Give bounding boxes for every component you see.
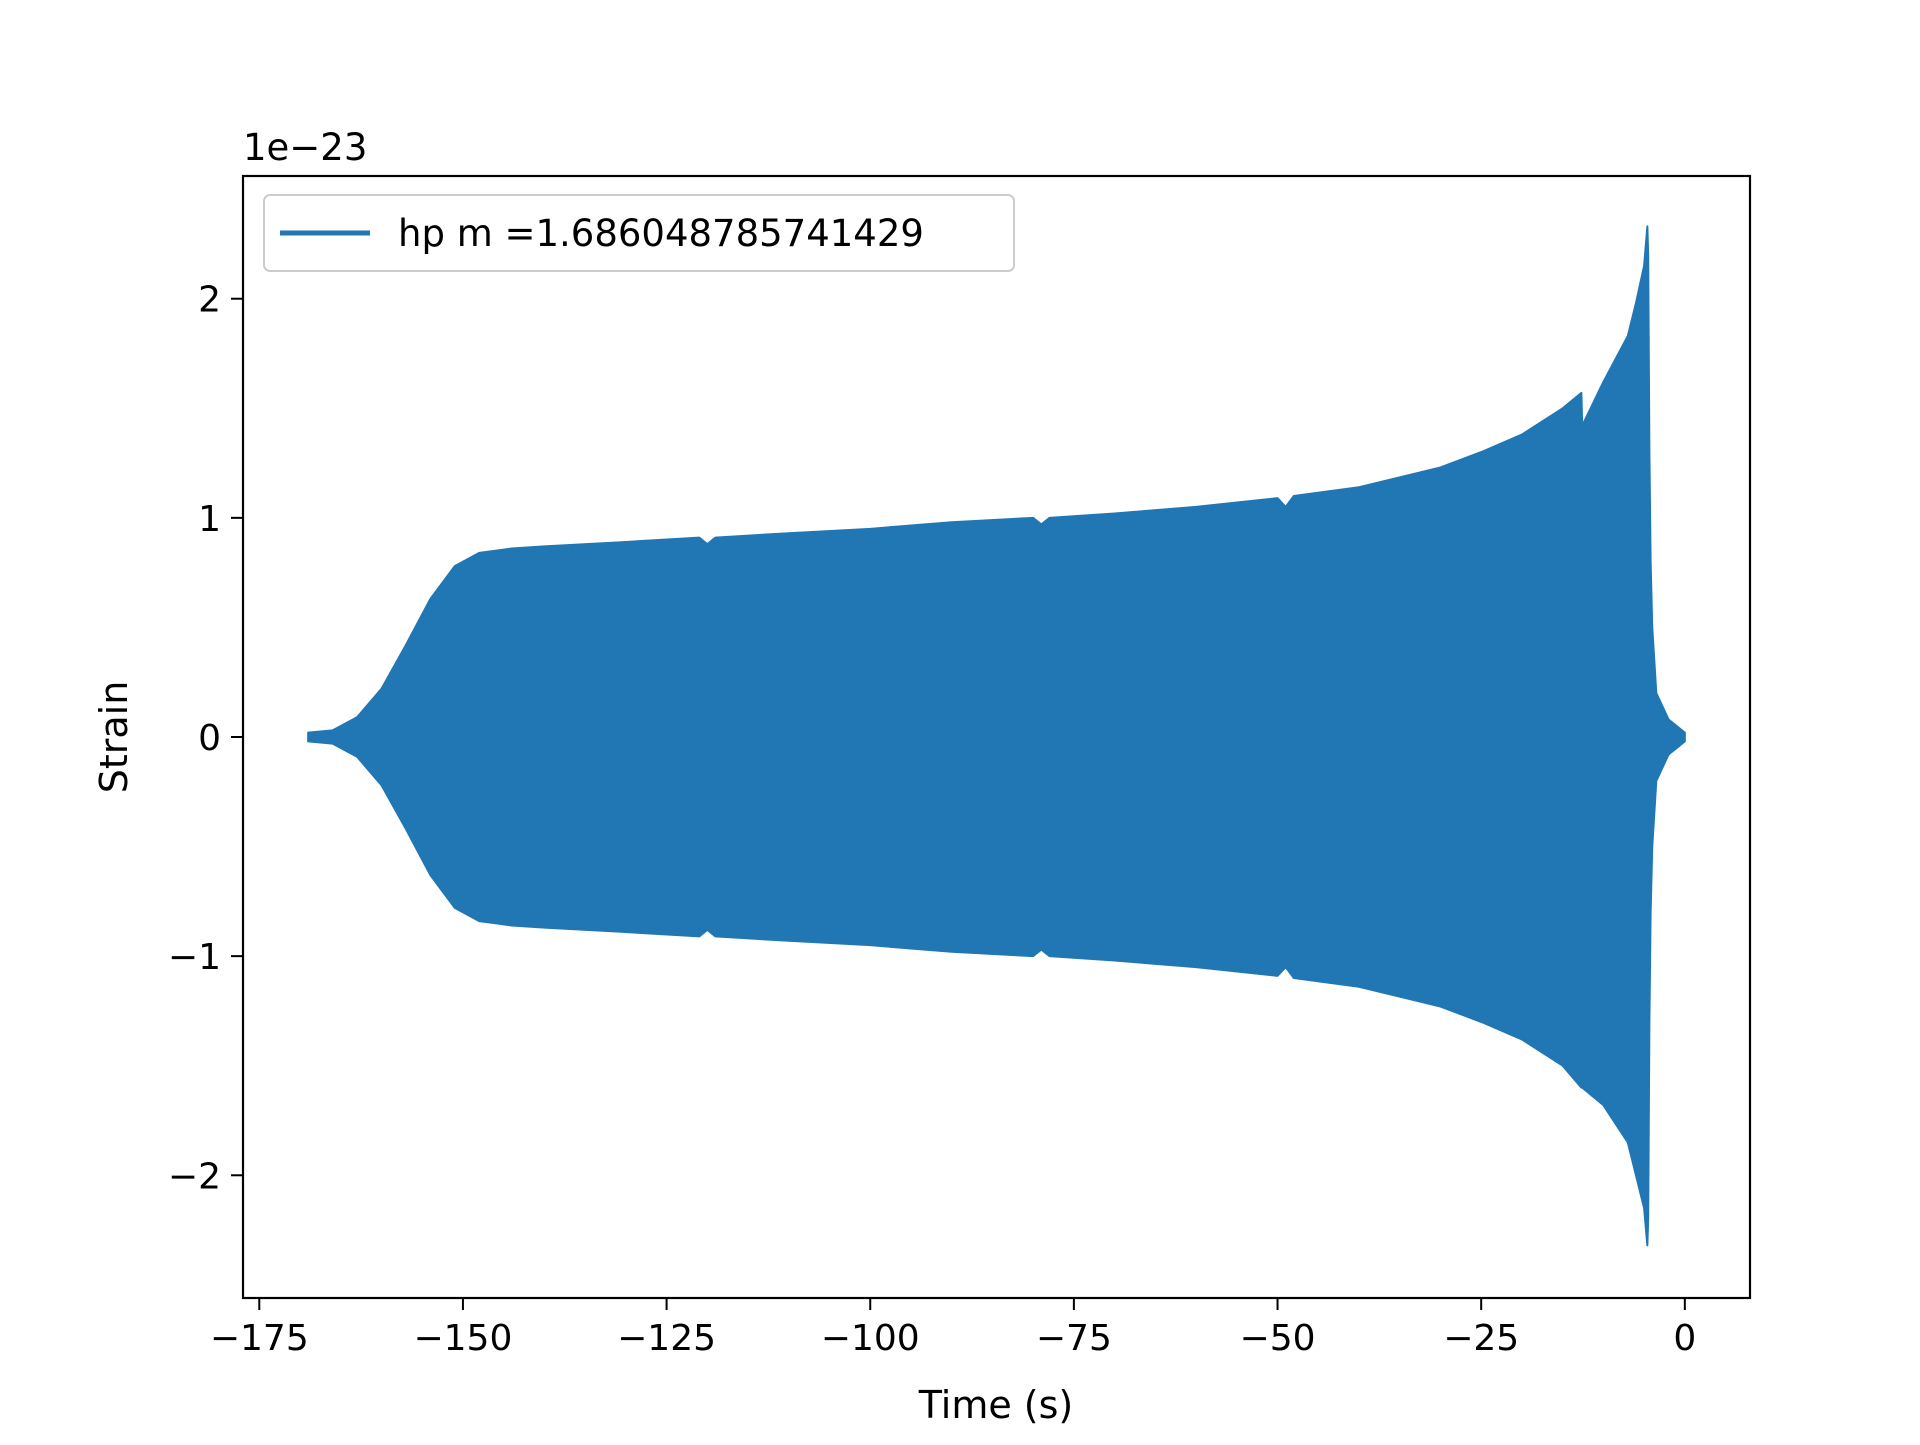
- plot-layer: [307, 225, 1686, 1247]
- legend-label: hp m =1.686048785741429: [398, 212, 924, 255]
- y-axis-title: Strain: [92, 681, 136, 794]
- x-tick-label: −175: [210, 1318, 309, 1359]
- y-tick-label: −1: [168, 937, 221, 978]
- x-tick-label: −25: [1443, 1318, 1519, 1359]
- x-tick-label: −50: [1240, 1318, 1316, 1359]
- x-axis-title: Time (s): [918, 1383, 1074, 1427]
- y-axis-ticks: −2 −1 0 1 2: [168, 280, 243, 1197]
- legend-box: [263, 194, 1015, 272]
- y-tick-label: 2: [198, 280, 221, 321]
- x-tick-label: −75: [1036, 1318, 1112, 1359]
- y-axis-offset-text: 1e−23: [243, 126, 367, 169]
- x-tick-label: −100: [821, 1318, 920, 1359]
- x-tick-label: −150: [413, 1318, 512, 1359]
- x-tick-label: 0: [1673, 1318, 1696, 1359]
- y-tick-label: −2: [168, 1156, 221, 1197]
- y-tick-label: 1: [198, 499, 221, 540]
- legend: hp m =1.686048785741429: [263, 194, 1015, 272]
- x-axis-ticks: −175 −150 −125 −100 −75 −50 −25 0: [210, 1298, 1696, 1359]
- y-tick-label: 0: [198, 718, 221, 759]
- x-tick-label: −125: [617, 1318, 716, 1359]
